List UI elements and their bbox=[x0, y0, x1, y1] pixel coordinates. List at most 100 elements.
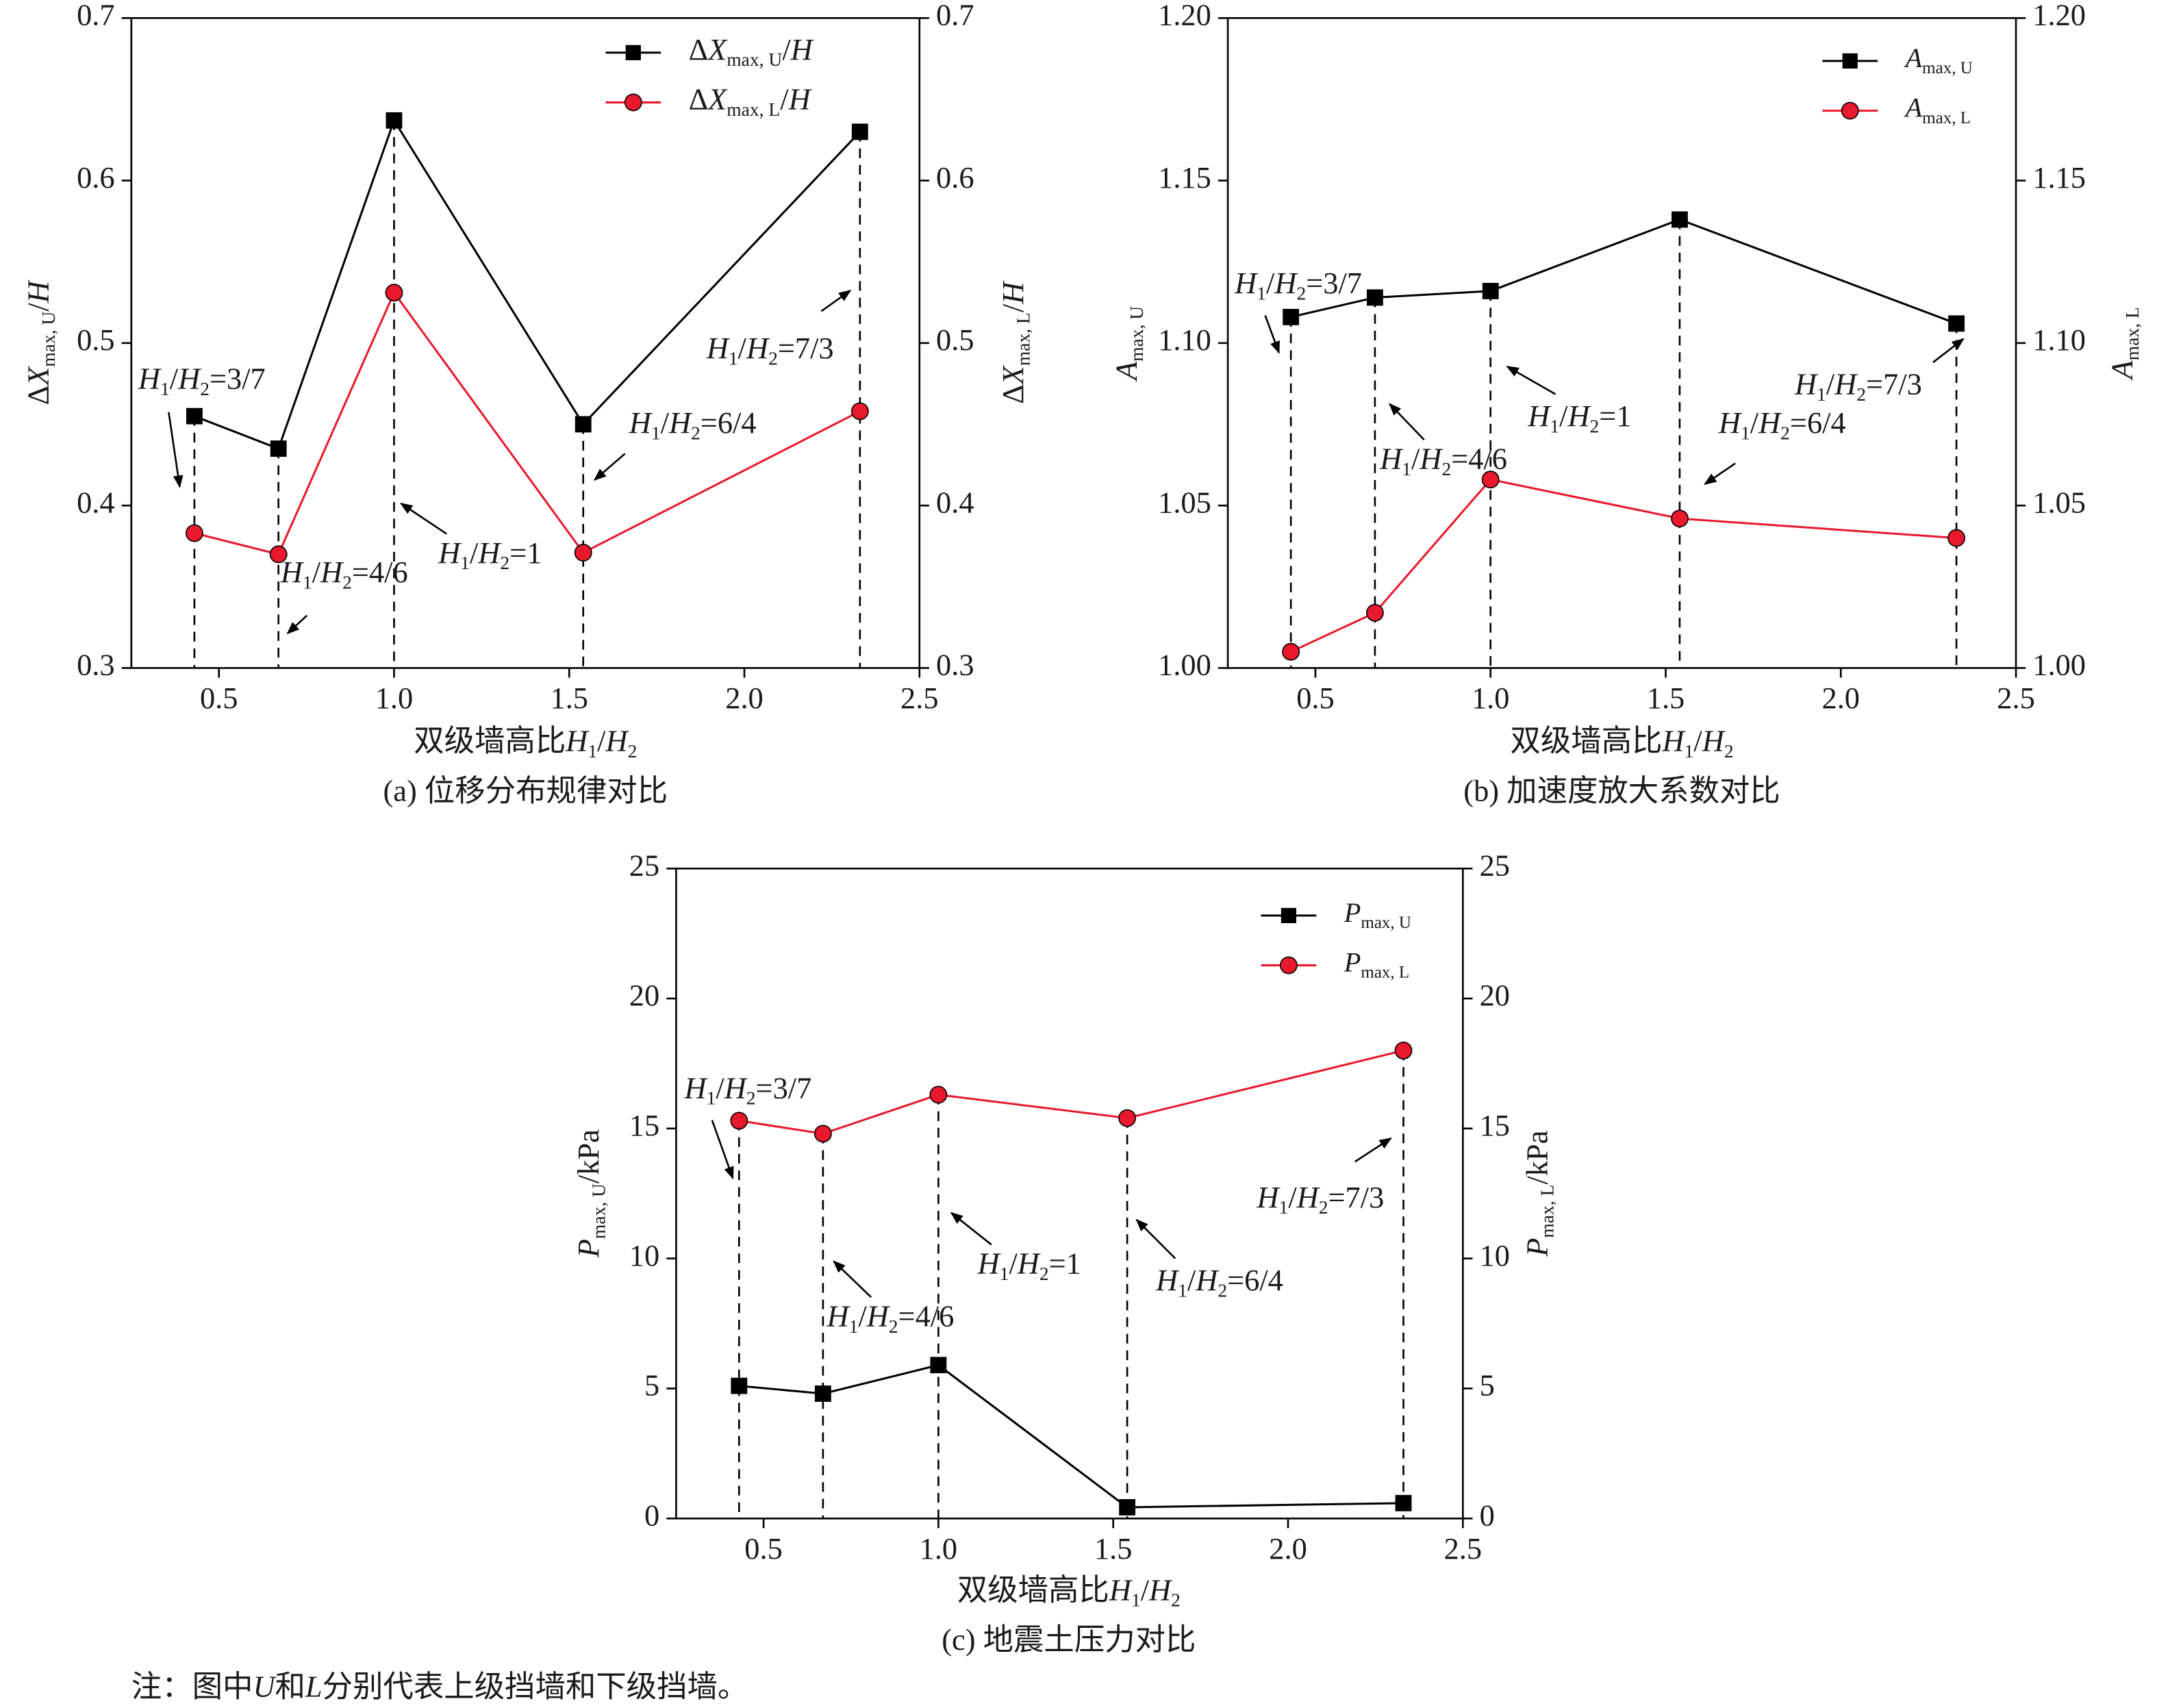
x-axis-title-part: H bbox=[1109, 1572, 1133, 1607]
annotation: H1/H2=7/3 bbox=[1256, 1180, 1384, 1218]
annotation-part: 2 bbox=[1039, 1263, 1049, 1284]
annotation-arrow bbox=[1704, 462, 1736, 485]
marker bbox=[731, 1377, 748, 1394]
annotation-part: H bbox=[1195, 1263, 1220, 1297]
annotation-part: H bbox=[629, 405, 653, 440]
annotation-part: 1 bbox=[160, 378, 170, 399]
marker bbox=[1482, 283, 1499, 299]
annotation: H1/H2=1 bbox=[1527, 399, 1631, 436]
annotation-part: 1 bbox=[1000, 1263, 1009, 1284]
annotation-part: 1 bbox=[1550, 416, 1559, 437]
marker bbox=[850, 402, 869, 420]
annotation-arrow bbox=[833, 1260, 872, 1298]
note-part: U bbox=[253, 1670, 277, 1704]
annotation-part: 1 bbox=[1817, 384, 1826, 405]
annotation-part: 2 bbox=[1441, 458, 1451, 479]
x-tick-label: 1.5 bbox=[550, 681, 588, 715]
annotation: H1/H2=3/7 bbox=[684, 1070, 812, 1108]
legend-label-part: max, U bbox=[727, 49, 782, 70]
annotation-part: 2 bbox=[1590, 416, 1600, 437]
annotation-part: / bbox=[661, 405, 670, 440]
annotation-part: H bbox=[1794, 367, 1819, 401]
marker bbox=[575, 416, 592, 433]
annotation: H1/H2=6/4 bbox=[629, 405, 757, 443]
x-axis-title-part: 1 bbox=[1685, 740, 1694, 762]
annotation-part: 2 bbox=[1780, 423, 1790, 444]
y2-tick-label: 15 bbox=[1480, 1108, 1510, 1142]
annotation-part: =3/7 bbox=[756, 1070, 812, 1105]
y2-axis-title-part: max, L bbox=[1013, 312, 1034, 366]
annotation-part: H bbox=[1017, 1246, 1042, 1281]
annotation-part: H bbox=[1718, 405, 1743, 440]
x-tick-label: 0.5 bbox=[200, 681, 238, 715]
marker bbox=[1282, 642, 1300, 661]
annotation-arrow bbox=[286, 614, 308, 635]
y2-axis-title-part: max, L bbox=[2121, 307, 2143, 360]
series-line bbox=[1290, 218, 1957, 325]
annotation-part: H bbox=[684, 1070, 709, 1105]
annotation-part: H bbox=[438, 536, 462, 570]
annotation-arrow bbox=[1264, 315, 1281, 354]
legend-label-part: max, U bbox=[1361, 914, 1411, 932]
x-axis-title-part: 双级墙高比 bbox=[1511, 724, 1663, 758]
annotation-part: =6/4 bbox=[701, 405, 757, 440]
annotation-arrow bbox=[593, 453, 626, 481]
legend-label-part: P bbox=[1344, 947, 1361, 978]
x-tick-label: 2.5 bbox=[900, 681, 939, 715]
y2-tick-label: 0.4 bbox=[936, 485, 974, 519]
y2-axis-title-part: A bbox=[2105, 360, 2139, 381]
note-part: 注：图中 bbox=[131, 1670, 253, 1704]
legend-label-part: X bbox=[707, 32, 728, 66]
annotation-part: =7/3 bbox=[1328, 1180, 1385, 1214]
y2-tick-label: 0.6 bbox=[936, 160, 974, 194]
x-tick-label: 2.5 bbox=[1444, 1531, 1483, 1566]
y2-tick-label: 20 bbox=[1480, 978, 1510, 1012]
annotation-part: H bbox=[1296, 1180, 1321, 1214]
annotation-part: H bbox=[280, 555, 305, 589]
annotation-part: 1 bbox=[303, 572, 312, 593]
annotation-part: =7/3 bbox=[778, 331, 834, 365]
annotation-part: H bbox=[746, 331, 770, 365]
y-axis-title-part: H bbox=[21, 279, 55, 303]
x-axis-title-part: H bbox=[1662, 724, 1687, 758]
legend-label: Amax, U bbox=[1903, 42, 1972, 77]
y2-tick-label: 0.3 bbox=[936, 648, 974, 682]
y-tick-label: 0 bbox=[644, 1498, 659, 1532]
caption: (a) 位移分布规律对比 bbox=[383, 773, 668, 807]
y2-tick-label: 1.15 bbox=[2032, 160, 2086, 194]
annotation-part: 2 bbox=[746, 1088, 756, 1109]
y2-tick-label: 0.5 bbox=[936, 323, 974, 357]
x-tick-label: 2.0 bbox=[1269, 1531, 1307, 1566]
legend-marker bbox=[1281, 907, 1297, 923]
x-tick-label: 1.0 bbox=[920, 1531, 958, 1566]
y2-axis-title-part: P bbox=[1520, 1238, 1554, 1257]
marker bbox=[186, 407, 203, 425]
annotation-part: =4/6 bbox=[1451, 442, 1507, 476]
annotation-part: =6/4 bbox=[1227, 1263, 1283, 1297]
y-axis-title: Amax, U bbox=[1109, 306, 1147, 382]
annotation-arrow bbox=[168, 412, 184, 488]
annotation-part: / bbox=[1288, 1180, 1297, 1214]
y2-tick-label: 1.20 bbox=[2032, 0, 2086, 32]
annotation: H1/H2=1 bbox=[977, 1246, 1081, 1284]
annotation-part: 2 bbox=[1218, 1280, 1227, 1301]
y-tick-label: 0.7 bbox=[77, 0, 115, 32]
legend-label-part: max, U bbox=[1922, 59, 1973, 77]
y-tick-label: 10 bbox=[629, 1238, 659, 1272]
legend-label-part: max, L bbox=[1922, 109, 1971, 127]
annotation-part: H bbox=[1834, 367, 1858, 401]
marker bbox=[1283, 309, 1300, 325]
annotation-part: =4/6 bbox=[352, 555, 408, 589]
series-line bbox=[739, 1049, 1404, 1135]
y2-tick-label: 0.7 bbox=[936, 0, 974, 32]
series-line bbox=[194, 118, 861, 451]
annotation-part: / bbox=[170, 362, 179, 396]
legend-marker bbox=[1841, 101, 1859, 120]
note-part: 和 bbox=[275, 1670, 305, 1704]
y-tick-label: 15 bbox=[629, 1108, 659, 1142]
annotation-part: 1 bbox=[460, 552, 470, 573]
x-tick-label: 2.0 bbox=[725, 681, 764, 715]
annotation-part: H bbox=[706, 331, 731, 365]
annotation-part: H bbox=[1379, 442, 1404, 476]
